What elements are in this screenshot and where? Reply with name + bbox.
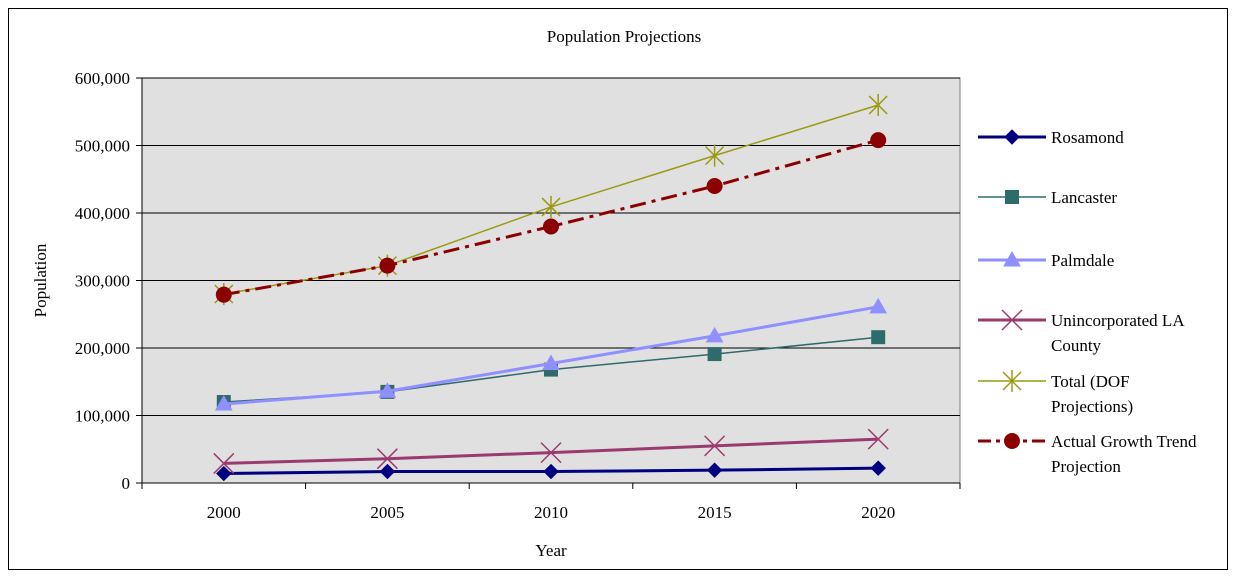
point-palmdale-2015 [705, 326, 724, 343]
legend-marker-palmdale [1003, 250, 1021, 267]
point-actual-growth-trend-projection-2005 [379, 257, 396, 274]
y-tick-label: 400,000 [75, 204, 130, 223]
legend-item-palmdale: Palmdale [978, 250, 1114, 270]
y-axis-title: Population [31, 243, 50, 317]
point-unincorporated-la-county-2005 [376, 448, 398, 470]
point-actual-growth-trend-projection-2010 [543, 218, 559, 235]
point-total-dof-projections-2010 [541, 195, 561, 218]
point-palmdale-2020 [869, 297, 888, 314]
point-unincorporated-la-county-2000 [213, 452, 235, 474]
point-unincorporated-la-county-2010 [540, 442, 562, 464]
legend-marker-lancaster [1005, 190, 1019, 204]
chart-title: Population Projections [547, 27, 701, 46]
x-tick-label: 2015 [698, 503, 732, 522]
legend-label-total-dof-projections: Total (DOF [1051, 372, 1130, 391]
x-tick-label: 2020 [861, 503, 895, 522]
point-palmdale-2010 [542, 354, 560, 371]
y-tick-label: 100,000 [75, 407, 130, 426]
legend-marker-unincorporated-la-county [1001, 309, 1023, 331]
point-unincorporated-la-county-2015 [704, 435, 726, 457]
legend-label-lancaster: Lancaster [1051, 188, 1117, 207]
legend-item-rosamond: Rosamond [978, 128, 1124, 147]
legend-label-palmdale: Palmdale [1051, 251, 1114, 270]
series-rosamond [216, 460, 886, 482]
legend-label-rosamond: Rosamond [1051, 128, 1124, 147]
legend-label-actual-growth-trend-projection: Actual Growth Trend [1051, 432, 1197, 451]
point-actual-growth-trend-projection-2000 [215, 286, 232, 303]
point-actual-growth-trend-projection-2020 [870, 132, 887, 149]
point-rosamond-2015 [706, 462, 723, 478]
point-rosamond-2005 [379, 463, 396, 480]
legend-label-actual-growth-trend-projection: Projection [1051, 457, 1121, 476]
legend-label-unincorporated-la-county: County [1051, 336, 1102, 355]
legend-marker-rosamond [1004, 129, 1020, 145]
legend-label-total-dof-projections: Projections) [1051, 397, 1133, 416]
x-axis-title: Year [535, 541, 567, 560]
point-rosamond-2010 [543, 463, 559, 480]
y-tick-label: 500,000 [75, 137, 130, 156]
x-tick-label: 2000 [207, 503, 241, 522]
series-palmdale [214, 297, 888, 411]
point-actual-growth-trend-projection-2015 [706, 178, 723, 194]
y-tick-label: 600,000 [75, 69, 130, 88]
point-total-dof-projections-2015 [705, 144, 725, 167]
legend-item-actual-growth-trend-projection: Actual Growth Trend Projection [978, 432, 1197, 476]
series-unincorporated-la-county [213, 428, 889, 474]
legend-marker-total-dof-projections [1002, 370, 1022, 392]
point-palmdale-2005 [378, 382, 397, 398]
point-total-dof-projections-2020 [868, 94, 888, 116]
point-rosamond-2000 [216, 465, 232, 482]
legend-item-unincorporated-la-county: Unincorporated LA County [978, 309, 1185, 355]
series-actual-growth-trend-projection [215, 132, 887, 303]
point-rosamond-2020 [870, 460, 886, 476]
legend-item-total-dof-projections: Total (DOF Projections) [978, 370, 1133, 416]
point-unincorporated-la-county-2020 [867, 428, 889, 450]
legend-label-unincorporated-la-county: Unincorporated LA [1051, 311, 1185, 330]
point-palmdale-2000 [214, 395, 233, 411]
y-tick-label: 200,000 [75, 339, 130, 358]
point-lancaster-2020 [871, 330, 886, 345]
y-tick-label: 0 [122, 474, 131, 493]
x-tick-label: 2010 [534, 503, 568, 522]
legend: Rosamond Lancaster Palmdale Unincorporated … [978, 128, 1197, 476]
legend-marker-actual-growth-trend-projection [1004, 433, 1020, 449]
y-tick-label: 300,000 [75, 272, 130, 291]
point-lancaster-2015 [707, 347, 722, 362]
x-tick-label: 2005 [370, 503, 404, 522]
legend-item-lancaster: Lancaster [978, 188, 1117, 207]
